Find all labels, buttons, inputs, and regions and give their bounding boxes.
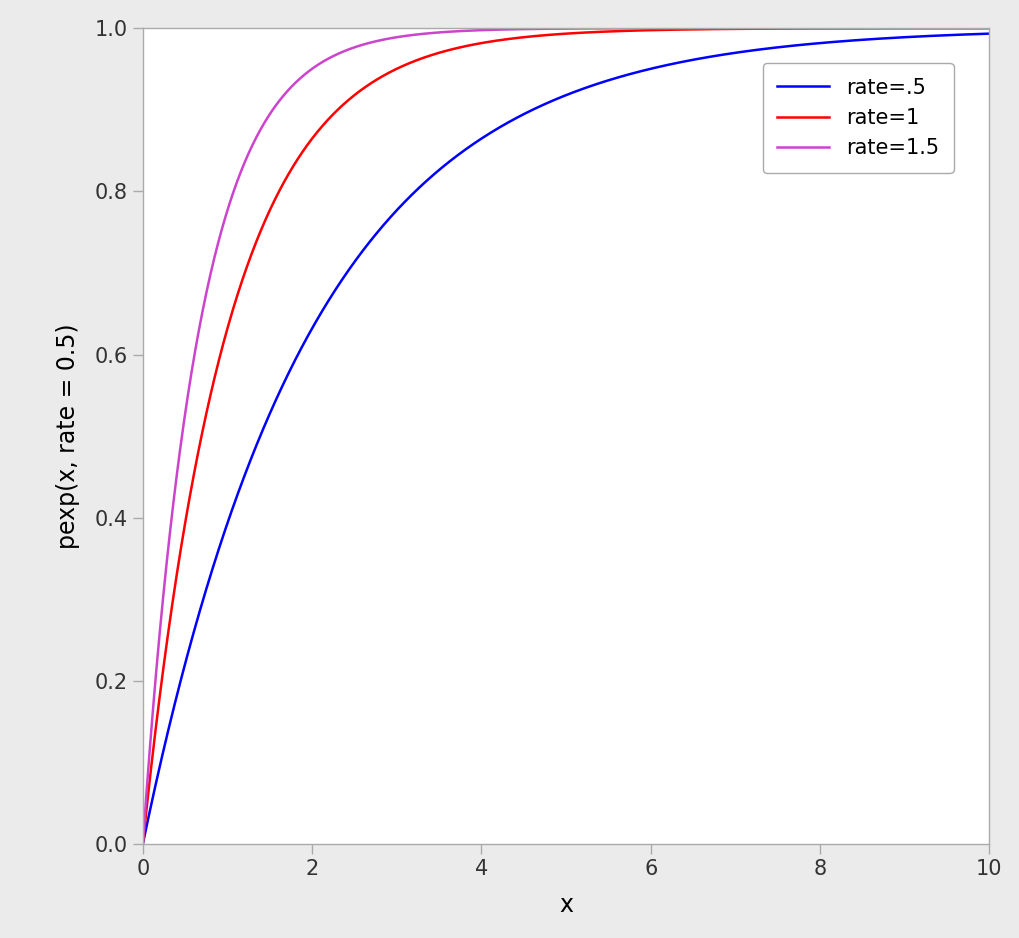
Line: rate=1.5: rate=1.5 [143,28,988,844]
rate=.5 [958,29,970,40]
rate=.5 [137,839,149,850]
rate=1 [982,23,995,34]
Legend: rate=.5, rate=1, rate=1.5: rate=.5, rate=1, rate=1.5 [762,63,953,173]
rate=1.5 [548,23,560,35]
rate=1 [137,839,149,850]
Line: rate=1: rate=1 [143,28,988,844]
rate=.5 [958,29,970,40]
rate=1.5 [179,402,192,414]
rate=1 [958,23,970,34]
rate=1.5 [803,23,815,34]
rate=1 [526,31,538,42]
rate=1.5 [958,23,970,34]
rate=1 [179,512,192,523]
rate=1 [958,23,970,34]
rate=.5 [803,38,815,50]
rate=1 [548,29,560,40]
Y-axis label: pexp(x, rate = 0.5): pexp(x, rate = 0.5) [56,324,81,549]
rate=1.5 [982,23,995,34]
rate=.5 [548,94,560,105]
rate=1.5 [958,23,970,34]
rate=.5 [179,655,192,666]
rate=.5 [982,28,995,39]
rate=1.5 [137,839,149,850]
X-axis label: x: x [558,893,573,917]
Line: rate=.5: rate=.5 [143,34,988,844]
rate=1 [803,23,815,34]
rate=1.5 [526,23,538,35]
rate=.5 [526,104,538,115]
